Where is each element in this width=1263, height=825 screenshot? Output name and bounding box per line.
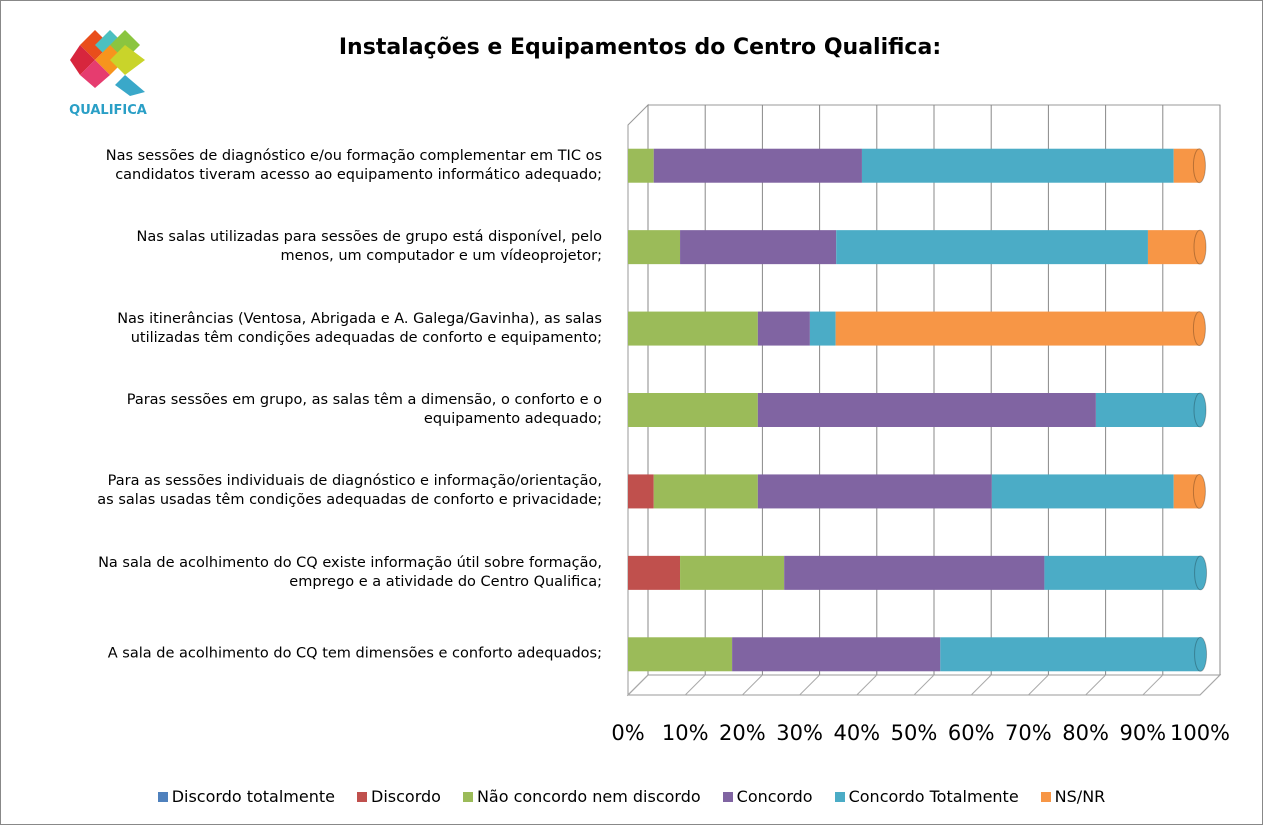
category-label: Nas salas utilizadas para sessões de gru… <box>136 229 603 265</box>
legend-swatch <box>462 792 473 802</box>
x-tick-label: 30% <box>776 721 823 745</box>
x-tick-label: 80% <box>1062 721 1109 745</box>
bar-segment <box>628 230 681 265</box>
legend-item: Não concordo nem discordo <box>462 787 701 806</box>
x-tick-label: 20% <box>719 721 766 745</box>
category-label: Para as sessões individuais de diagnósti… <box>97 473 602 509</box>
grid-floor-line <box>1199 674 1221 696</box>
x-tick-label: 70% <box>1005 721 1052 745</box>
bar-segment <box>680 230 837 265</box>
grid-floor-line <box>1028 674 1049 696</box>
bar-segment <box>861 148 1174 183</box>
x-tick-label: 90% <box>1119 721 1166 745</box>
x-tick-label: 60% <box>948 721 995 745</box>
bar-segment <box>628 393 758 427</box>
bar-segment <box>991 474 1174 509</box>
category-label: Nas sessões de diagnóstico e/ou formação… <box>105 147 602 183</box>
bar-end-cap <box>1192 311 1206 347</box>
bar-segment <box>732 637 941 672</box>
bar-end-cap <box>1192 148 1206 184</box>
legend-label: Não concordo nem discordo <box>476 787 701 806</box>
grid-floor-line <box>913 674 935 696</box>
legend-swatch <box>722 792 733 802</box>
bar-segment <box>1044 555 1201 590</box>
chart-title: Instalações e Equipamentos do Centro Qua… <box>339 35 941 60</box>
bar-end-cap <box>1192 473 1206 509</box>
logo <box>70 30 145 96</box>
legend-item: NS/NR <box>1040 787 1106 806</box>
x-tick-label: 100% <box>1170 721 1230 745</box>
bar-end-cap <box>1194 555 1208 591</box>
x-tick-label: 0% <box>611 721 644 745</box>
legend-swatch <box>834 792 845 802</box>
legend-swatch <box>357 792 367 802</box>
grid-floor-line <box>970 674 992 696</box>
legend-item: Discordo <box>357 787 441 806</box>
grid-floor-line <box>684 674 706 696</box>
legend: Discordo totalmente Discordo Não concordo … <box>0 787 1263 806</box>
legend-item: Discordo totalmente <box>157 787 335 806</box>
grid-floor-line <box>1142 674 1164 696</box>
bar-segment <box>680 555 785 590</box>
legend-swatch <box>1040 792 1051 802</box>
x-tick-label: 10% <box>662 721 709 745</box>
legend-label: Concordo <box>736 787 813 806</box>
grid-floor-line <box>856 674 878 696</box>
x-tick-label: 50% <box>891 721 938 745</box>
bar-segment <box>628 555 681 590</box>
bar-segment <box>940 637 1201 672</box>
bar-segment <box>1147 230 1200 265</box>
x-tick-label: 40% <box>833 721 880 745</box>
bar-segment <box>757 474 992 509</box>
bar-segment <box>653 148 862 183</box>
category-label: A sala de acolhimento do CQ tem dimensõe… <box>107 645 602 662</box>
bar-segment <box>784 555 1045 590</box>
bar-end-cap <box>1194 636 1208 672</box>
category-label: Na sala de acolhimento do CQ existe info… <box>98 554 602 590</box>
grid-floor-line <box>799 674 820 696</box>
bar-segment <box>628 311 758 346</box>
bar-segment <box>628 474 654 509</box>
bar-segment <box>836 230 1148 265</box>
category-label: Nas itinerâncias (Ventosa, Abrigada e A.… <box>117 310 602 346</box>
bar-segment <box>653 474 758 509</box>
bar-end-cap <box>1193 392 1207 428</box>
bar-segment <box>1095 393 1200 427</box>
grid-floor-line <box>1085 674 1106 696</box>
bar-end-cap <box>1193 229 1207 265</box>
bar-segment <box>757 311 810 346</box>
legend-label: Discordo totalmente <box>171 787 335 806</box>
legend-label: NS/NR <box>1054 787 1106 806</box>
legend-label: Concordo Totalmente <box>848 787 1019 806</box>
legend-item: Concordo Totalmente <box>834 787 1019 806</box>
category-label: Paras sessões em grupo, as salas têm a d… <box>126 392 602 427</box>
legend-swatch <box>157 792 168 802</box>
bar-segment <box>809 311 836 346</box>
bar-segment <box>628 637 733 672</box>
bar-segment <box>835 311 1200 346</box>
grid-floor-line <box>627 674 649 696</box>
legend-item: Concordo <box>722 787 813 806</box>
bar-segment <box>628 148 654 183</box>
bar-segment <box>757 393 1096 427</box>
grid-floor-line <box>742 674 763 696</box>
legend-label: Discordo <box>371 787 441 806</box>
logo-text: QUALIFICA <box>69 103 147 118</box>
